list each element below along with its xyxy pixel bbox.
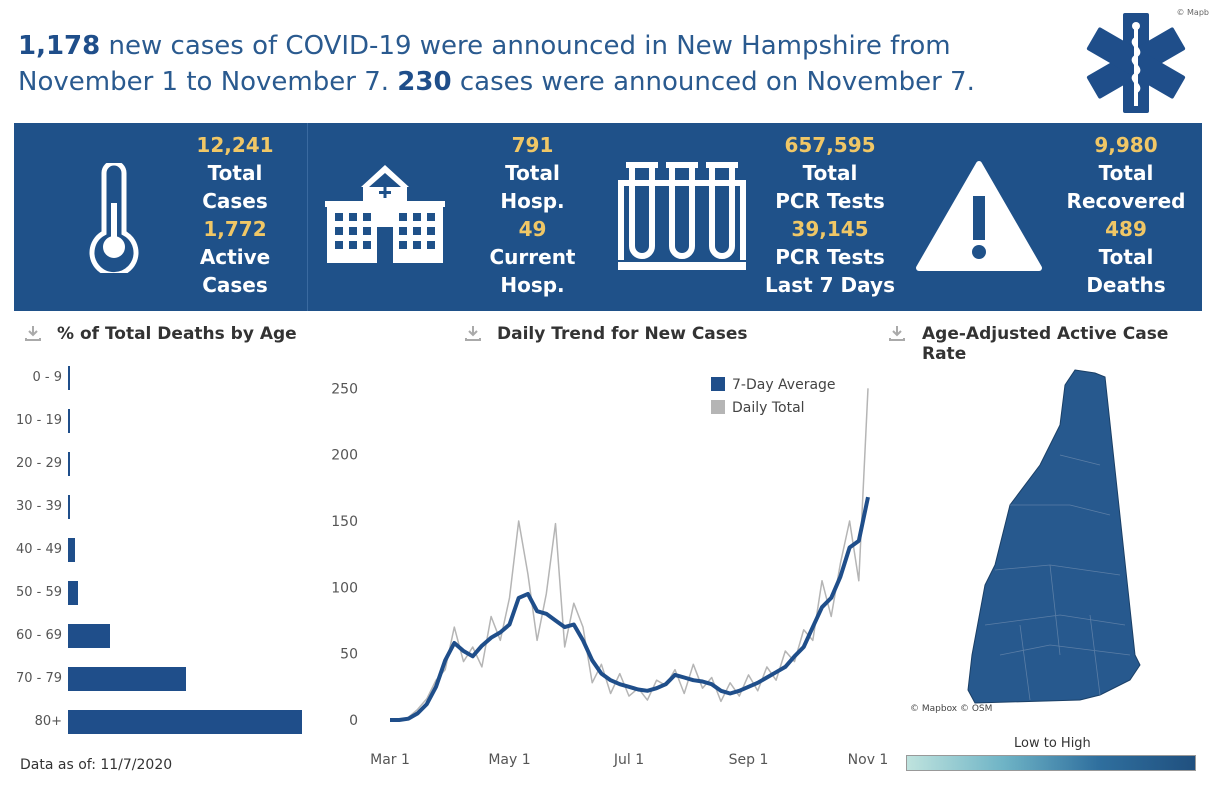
current-hosp-value: 49	[518, 217, 547, 241]
headline-day-count: 230	[397, 67, 452, 97]
star-of-life-icon	[1086, 13, 1186, 113]
x-tick-label: May 1	[488, 752, 530, 768]
age-bar[interactable]	[68, 366, 70, 390]
map-title: Age-Adjusted Active Case Rate	[922, 324, 1169, 364]
total-deaths-label-2: Deaths	[1086, 273, 1166, 297]
download-icon[interactable]	[888, 324, 906, 342]
y-tick-label: 200	[331, 448, 358, 464]
thermometer-icon	[89, 163, 139, 273]
age-bar[interactable]	[68, 538, 75, 562]
active-cases-label-1: Active	[199, 245, 271, 269]
age-deaths-title: % of Total Deaths by Age	[57, 324, 297, 344]
total-hosp-label-1: Total	[505, 161, 560, 185]
age-label: 70 - 79	[15, 671, 62, 686]
age-label: 80+	[34, 714, 62, 729]
legend-label: 7-Day Average	[732, 377, 836, 393]
active-cases-label-2: Cases	[202, 273, 268, 297]
total-recovered-label-2: Recovered	[1066, 189, 1186, 213]
total-tests-value: 657,595	[784, 133, 876, 157]
x-tick-label: Mar 1	[370, 752, 410, 768]
age-label: 10 - 19	[15, 413, 62, 428]
total-deaths-label-1: Total	[1098, 245, 1154, 269]
headline: 1,178 new cases of COVID-19 were announc…	[18, 28, 1068, 100]
age-bar[interactable]	[68, 495, 70, 519]
week-tests-label-2: Last 7 Days	[765, 273, 895, 297]
daily-total-line	[390, 388, 869, 721]
age-label: 40 - 49	[15, 542, 62, 557]
y-tick-label: 0	[349, 713, 358, 729]
week-tests-label-1: PCR Tests	[775, 245, 885, 269]
total-hosp-value: 791	[511, 133, 554, 157]
daily-trend-chart: 0 50 100 150 200 250 Mar 1 May 1 Jul 1 Sep 1 Nov 1…	[331, 377, 889, 768]
total-recovered-value: 9,980	[1094, 133, 1158, 157]
total-cases-label-1: Total	[207, 161, 263, 185]
age-bar[interactable]	[68, 581, 79, 605]
x-tick-label: Nov 1	[848, 752, 889, 768]
y-tick-label: 150	[331, 514, 358, 530]
test-tubes-icon	[618, 162, 746, 270]
total-cases-value: 12,241	[196, 133, 274, 157]
age-bar[interactable]	[68, 452, 70, 476]
age-bar[interactable]	[68, 667, 186, 691]
age-label: 60 - 69	[15, 628, 62, 643]
trend-title: Daily Trend for New Cases	[497, 324, 748, 344]
age-bar[interactable]	[68, 409, 70, 433]
age-label: 20 - 29	[15, 456, 62, 471]
y-tick-label: 250	[331, 381, 358, 397]
headline-cases-count: 1,178	[18, 31, 101, 61]
week-tests-value: 39,145	[791, 217, 869, 241]
headline-text-1: new cases of COVID-19 were announced in …	[18, 31, 951, 97]
y-tick-label: 100	[331, 580, 358, 596]
total-hosp-label-2: Hosp.	[500, 189, 565, 213]
age-label: 30 - 39	[15, 499, 62, 514]
legend-swatch	[711, 400, 725, 414]
download-icon[interactable]	[464, 324, 482, 342]
total-recovered-label-1: Total	[1098, 161, 1154, 185]
x-tick-label: Jul 1	[613, 752, 644, 768]
map-color-scale	[906, 755, 1196, 771]
x-tick-label: Sep 1	[729, 752, 769, 768]
age-deaths-chart: 0 - 9 10 - 19 20 - 29 30 - 39 40 - 49 50 - 59…	[0, 360, 310, 740]
current-hosp-label-1: Current	[489, 245, 576, 269]
seven-day-average-line	[390, 496, 870, 722]
warning-icon	[916, 161, 1042, 271]
age-bar[interactable]	[68, 710, 302, 734]
download-icon[interactable]	[24, 324, 42, 342]
total-cases-label-2: Cases	[202, 189, 268, 213]
total-tests-label-2: PCR Tests	[775, 189, 885, 213]
age-bar[interactable]	[68, 624, 111, 648]
new-hampshire-map	[967, 369, 1141, 704]
legend-label: Daily Total	[732, 400, 805, 416]
total-tests-label-1: Total	[802, 161, 858, 185]
legend-swatch	[711, 377, 725, 391]
y-tick-label: 50	[340, 647, 358, 663]
active-cases-value: 1,772	[203, 217, 267, 241]
map-credit-top: © Mapb	[1176, 8, 1209, 17]
hospital-icon	[325, 165, 445, 263]
map-attribution: © Mapbox © OSM	[910, 704, 993, 714]
age-label: 0 - 9	[32, 370, 63, 385]
total-deaths-value: 489	[1105, 217, 1147, 241]
age-label: 50 - 59	[15, 585, 62, 600]
headline-text-2: cases were announced on November 7.	[451, 67, 975, 97]
current-hosp-label-2: Hosp.	[500, 273, 565, 297]
data-date-note: Data as of: 11/7/2020	[20, 757, 173, 773]
map-legend-label: Low to High	[1014, 736, 1091, 751]
